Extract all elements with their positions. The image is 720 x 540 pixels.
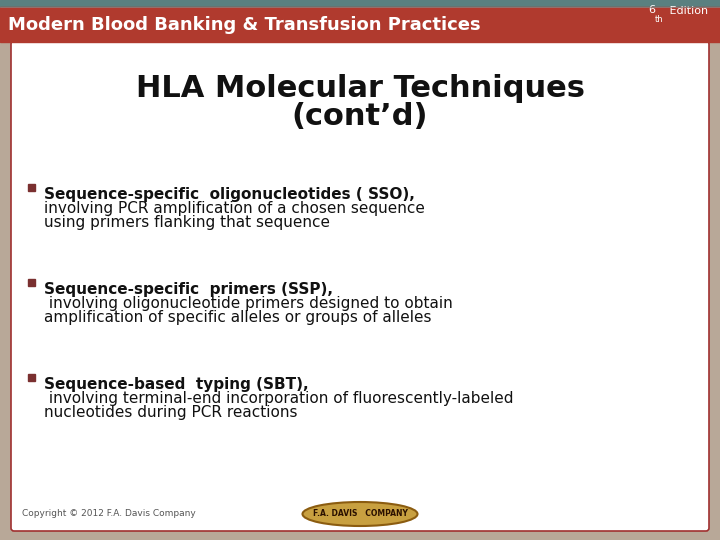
Text: Edition: Edition: [666, 6, 708, 16]
Bar: [28, 279, 35, 286]
Text: th: th: [655, 15, 664, 24]
Text: involving oligonucleotide primers designed to obtain: involving oligonucleotide primers design…: [44, 296, 453, 311]
FancyBboxPatch shape: [11, 41, 709, 531]
Text: using primers flanking that sequence: using primers flanking that sequence: [44, 215, 330, 230]
Text: (cont’d): (cont’d): [292, 102, 428, 131]
Bar: [0, 7, 720, 42]
Text: Sequence-based  typing (SBT),: Sequence-based typing (SBT),: [44, 377, 309, 392]
Text: HLA Molecular Techniques: HLA Molecular Techniques: [135, 74, 585, 103]
Ellipse shape: [302, 502, 418, 526]
Text: involving PCR amplification of a chosen sequence: involving PCR amplification of a chosen …: [44, 201, 425, 216]
Bar: [0, 0, 720, 7]
Text: Modern Blood Banking & Transfusion Practices: Modern Blood Banking & Transfusion Pract…: [8, 16, 481, 33]
Text: Copyright © 2012 F.A. Davis Company: Copyright © 2012 F.A. Davis Company: [22, 510, 196, 518]
Text: amplification of specific alleles or groups of alleles: amplification of specific alleles or gro…: [44, 310, 431, 325]
Text: involving terminal-end incorporation of fluorescently-labeled: involving terminal-end incorporation of …: [44, 391, 513, 406]
Bar: [28, 184, 35, 191]
Text: Sequence-specific  oligonucleotides ( SSO),: Sequence-specific oligonucleotides ( SSO…: [44, 187, 415, 202]
Text: nucleotides during PCR reactions: nucleotides during PCR reactions: [44, 405, 297, 420]
Text: 6: 6: [648, 5, 655, 15]
Text: Sequence-specific  primers (SSP),: Sequence-specific primers (SSP),: [44, 282, 333, 297]
Text: F.A. DAVIS   COMPANY: F.A. DAVIS COMPANY: [312, 510, 408, 518]
Bar: [28, 374, 35, 381]
